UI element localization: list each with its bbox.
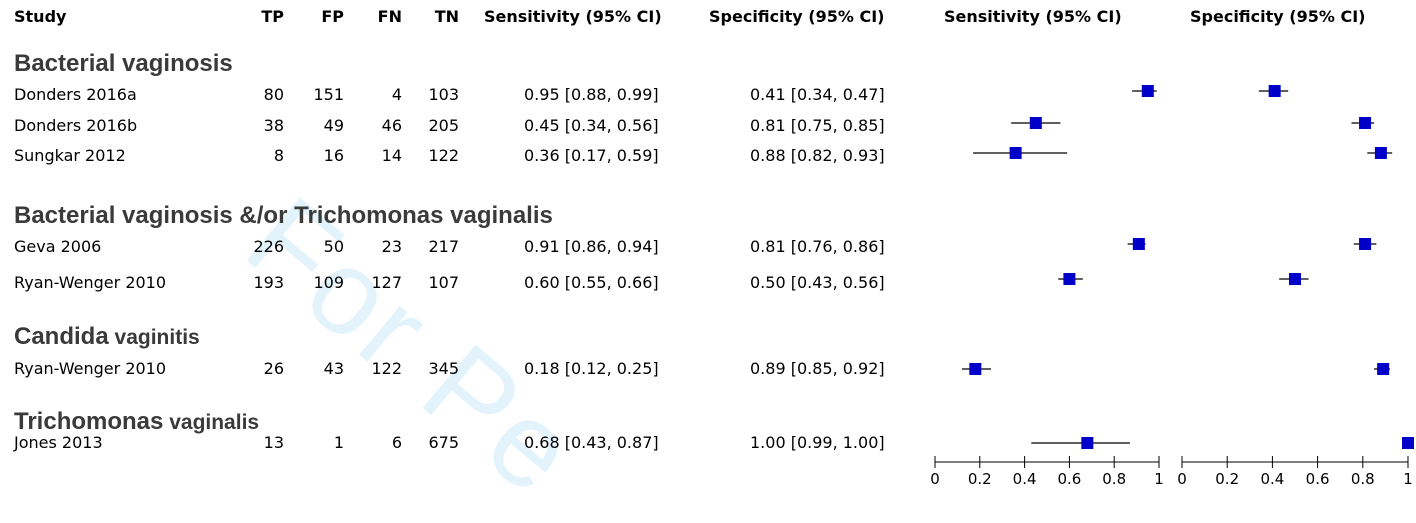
x-tick-label: 0.2 (1215, 470, 1239, 488)
tp-value: 13 (263, 433, 284, 452)
forest-plot-area: 0 0.2 0.4 0.6 0.8 1 0 0.2 0.4 0.6 0.8 1 (930, 85, 1414, 488)
x-tick-label: 0.2 (968, 470, 992, 488)
specificity-ci: 0.88 [0.82, 0.93] (750, 146, 885, 165)
header-specificity-plot: Specificity (95% CI) (1190, 7, 1366, 26)
sensitivity-ci: 0.60 [0.55, 0.66] (524, 273, 659, 292)
x-tick-label: 0.6 (1057, 470, 1081, 488)
tp-value: 38 (263, 116, 284, 135)
point-estimate (1029, 117, 1042, 129)
point-estimate (969, 363, 982, 375)
sensitivity-ci: 0.18 [0.12, 0.25] (524, 359, 659, 378)
header-study: Study (14, 7, 67, 26)
group-subtitle: vaginalis (163, 411, 260, 434)
specificity-ci: 1.00 [0.99, 1.00] (750, 433, 885, 452)
fn-value: 127 (371, 273, 402, 292)
fp-value: 49 (323, 116, 344, 135)
point-estimate (1081, 437, 1094, 449)
x-tick-label: 0.8 (1351, 470, 1375, 488)
x-tick-label: 0.6 (1306, 470, 1330, 488)
specificity-ci: 0.41 [0.34, 0.47] (750, 85, 885, 104)
point-estimate (1359, 238, 1372, 250)
tp-value: 193 (253, 273, 284, 292)
group-subtitle: vaginitis (108, 326, 200, 349)
tn-value: 122 (428, 146, 459, 165)
point-estimate (1268, 85, 1281, 97)
specificity-ci: 0.81 [0.76, 0.86] (750, 237, 885, 256)
sensitivity-ci: 0.95 [0.88, 0.99] (524, 85, 659, 104)
point-estimate (1063, 273, 1076, 285)
fn-value: 23 (381, 237, 402, 256)
group-heading: Bacterial vaginosis (14, 52, 233, 76)
fn-value: 122 (371, 359, 402, 378)
study-name: Sungkar 2012 (14, 146, 126, 165)
header-sensitivity: Sensitivity (95% CI) (484, 7, 662, 26)
study-name: Jones 2013 (14, 433, 103, 452)
x-tick-label: 0.4 (1260, 470, 1284, 488)
header-fp: FP (321, 7, 344, 26)
fn-value: 14 (381, 146, 402, 165)
point-estimate (1402, 437, 1414, 449)
specificity-ci: 0.81 [0.75, 0.85] (750, 116, 885, 135)
group-title: Candida (14, 323, 109, 350)
tp-value: 80 (263, 85, 284, 104)
fp-value: 109 (313, 273, 344, 292)
x-tick-label: 0 (930, 470, 940, 488)
fn-value: 46 (381, 116, 402, 135)
point-estimate (1289, 273, 1301, 285)
header-tn: TN (434, 7, 459, 26)
group-title: Bacterial vaginosis (14, 50, 233, 77)
x-tick-label: 0 (1177, 470, 1187, 488)
fp-value: 16 (323, 146, 344, 165)
point-estimate (1374, 147, 1387, 159)
point-estimate (1009, 147, 1022, 159)
specificity-ci: 0.50 [0.43, 0.56] (750, 273, 885, 292)
point-estimate (1377, 363, 1390, 375)
group-heading: Candida vaginitis (14, 325, 200, 349)
group-title: Trichomonas (14, 408, 164, 435)
tn-value: 217 (428, 237, 459, 256)
header-sensitivity-plot: Sensitivity (95% CI) (944, 7, 1122, 26)
group-title: Bacterial vaginosis &/or Trichomonas vag… (14, 202, 553, 229)
point-estimate (1359, 117, 1372, 129)
group-heading: Trichomonas vaginalis (14, 410, 259, 434)
fn-value: 4 (391, 85, 402, 104)
x-tick-label: 1 (1154, 470, 1164, 488)
point-estimate (1141, 85, 1154, 97)
header-fn: FN (377, 7, 402, 26)
tn-value: 103 (428, 85, 459, 104)
sensitivity-ci: 0.36 [0.17, 0.59] (524, 146, 659, 165)
tp-value: 26 (263, 359, 284, 378)
x-tick-label: 1 (1403, 470, 1413, 488)
point-estimate (1132, 238, 1145, 250)
tp-value: 226 (253, 237, 284, 256)
sensitivity-ci: 0.91 [0.86, 0.94] (524, 237, 659, 256)
tn-value: 107 (428, 273, 459, 292)
x-tick-label: 0.8 (1102, 470, 1126, 488)
sensitivity-ci: 0.68 [0.43, 0.87] (524, 433, 659, 452)
study-name: Donders 2016b (14, 116, 138, 135)
study-name: Donders 2016a (14, 85, 137, 104)
fp-value: 1 (333, 433, 344, 452)
study-name: Ryan-Wenger 2010 (14, 273, 167, 292)
tn-value: 205 (428, 116, 459, 135)
sensitivity-ci: 0.45 [0.34, 0.56] (524, 116, 659, 135)
header-specificity: Specificity (95% CI) (709, 7, 885, 26)
fp-value: 151 (313, 85, 344, 104)
x-tick-label: 0.4 (1013, 470, 1037, 488)
tn-value: 675 (428, 433, 459, 452)
study-name: Ryan-Wenger 2010 (14, 359, 167, 378)
header-tp: TP (261, 7, 284, 26)
study-name: Geva 2006 (14, 237, 102, 256)
group-heading: Bacterial vaginosis &/or Trichomonas vag… (14, 204, 553, 228)
tn-value: 345 (428, 359, 459, 378)
fp-value: 43 (323, 359, 344, 378)
specificity-ci: 0.89 [0.85, 0.92] (750, 359, 885, 378)
fp-value: 50 (323, 237, 344, 256)
tp-value: 8 (273, 146, 284, 165)
fn-value: 6 (391, 433, 402, 452)
